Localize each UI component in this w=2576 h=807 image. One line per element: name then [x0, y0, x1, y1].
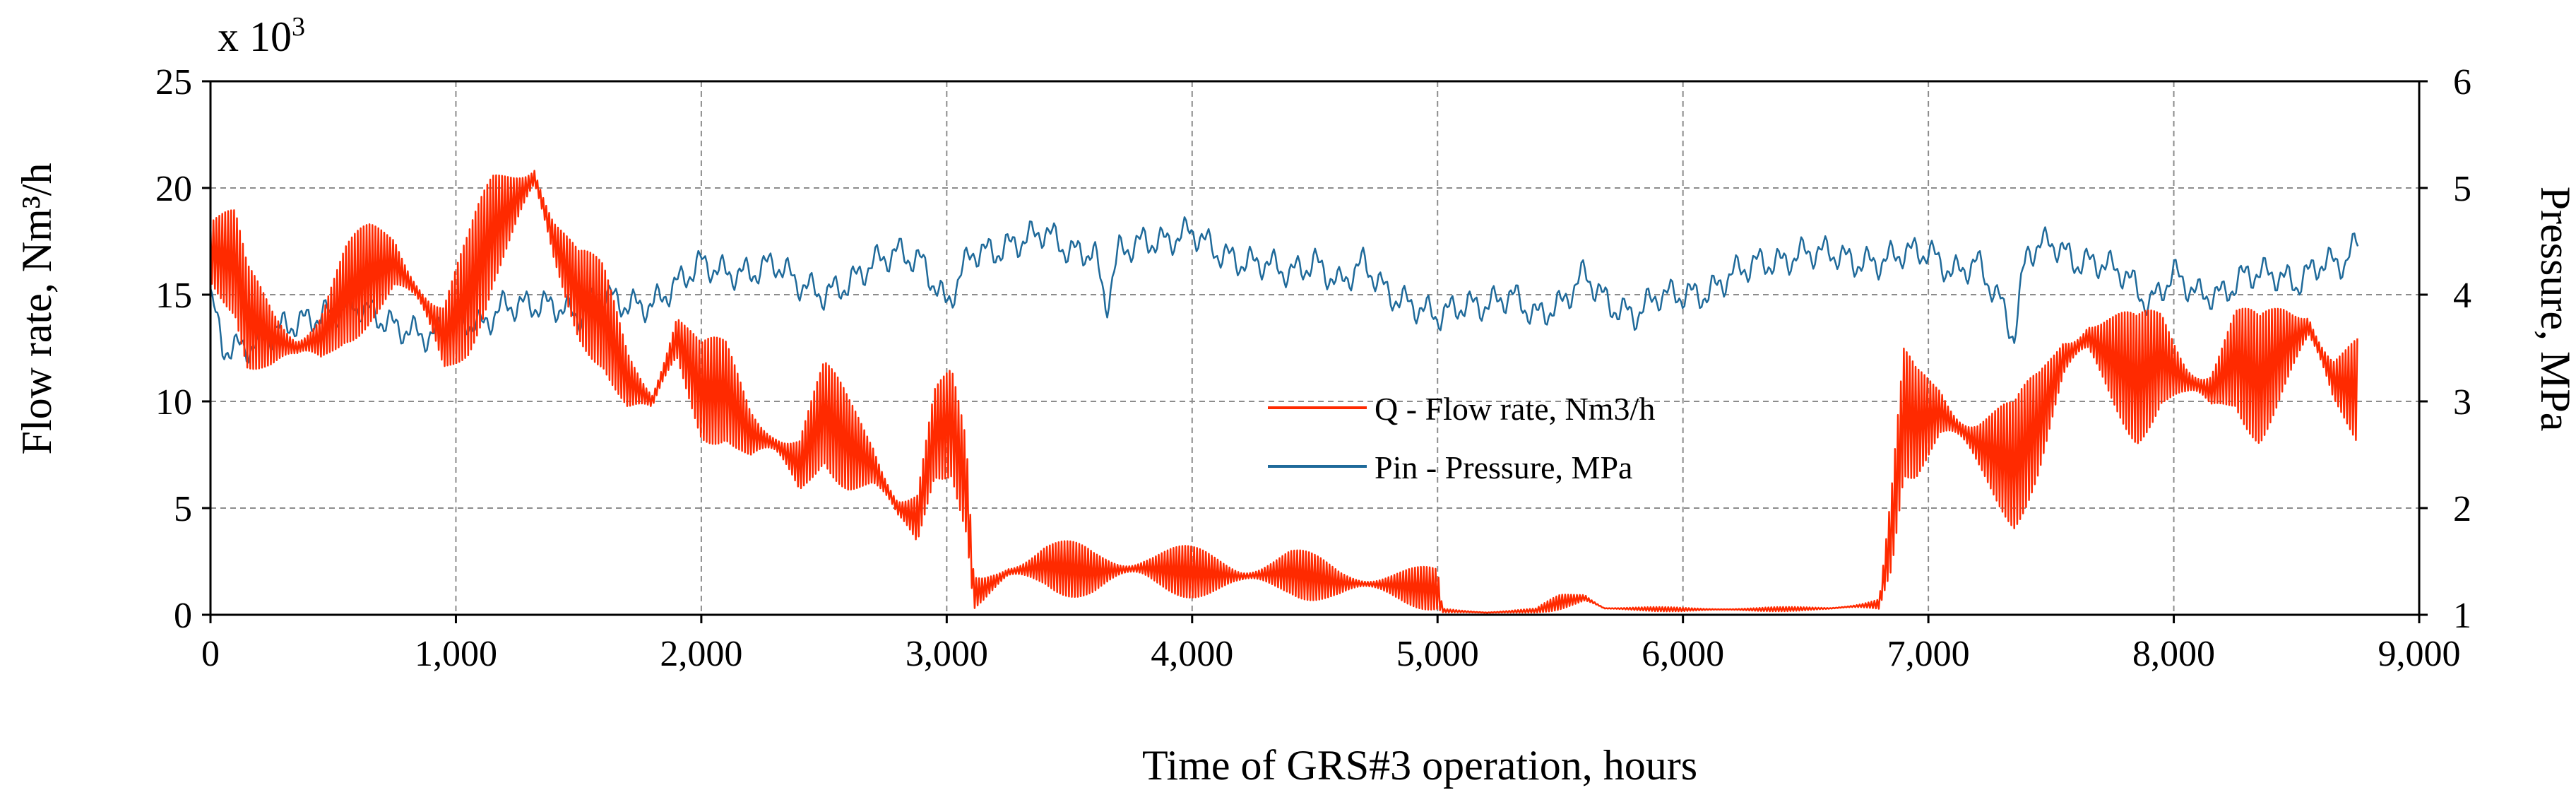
- x-tick-label: 8,000: [2132, 634, 2215, 674]
- x-axis-title: Time of GRS#3 operation, hours: [1142, 742, 1697, 789]
- y-right-tick-label: 4: [2453, 276, 2471, 316]
- y-right-tick-label: 3: [2453, 382, 2471, 423]
- y-left-multiplier-exponent: 3: [292, 12, 305, 42]
- y-left-axis-title: Flow rate, Nm³/h: [13, 163, 60, 455]
- y-left-tick-label: 25: [155, 62, 192, 102]
- legend: Q - Flow rate, Nm3/h Pin - Pressure, MPa: [1268, 391, 1655, 485]
- x-tick-label: 0: [201, 634, 220, 674]
- y-right-tick-label: 5: [2453, 169, 2471, 209]
- y-left-tick-label: 15: [155, 276, 192, 316]
- series-layer: [209, 170, 2359, 614]
- x-tick-label: 5,000: [1396, 634, 1479, 674]
- flow-rate-series-line: [209, 170, 2358, 614]
- x-tick-label: 7,000: [1887, 634, 1970, 674]
- legend-pressure-label: Pin - Pressure, MPa: [1375, 449, 1632, 485]
- y-right-tick-label: 2: [2453, 489, 2471, 529]
- y-left-tick-label: 10: [155, 382, 192, 423]
- legend-flow-rate-label: Q - Flow rate, Nm3/h: [1375, 391, 1655, 427]
- axis-ticks: 0 1,000 2,000 3,000 4,000 5,000 6,000 7,000 8,00…: [155, 62, 2471, 674]
- y-left-multiplier: x 103: [218, 12, 305, 60]
- y-right-tick-label: 6: [2453, 62, 2471, 102]
- plot-area-frame: [209, 80, 2421, 616]
- x-tick-label: 6,000: [1642, 634, 1724, 674]
- y-right-axis-title: Pressure, MPa: [2532, 187, 2576, 432]
- x-tick-label: 4,000: [1151, 634, 1233, 674]
- x-tick-label: 1,000: [415, 634, 497, 674]
- y-left-tick-label: 20: [155, 169, 192, 209]
- y-left-multiplier-base: x 10: [218, 13, 292, 60]
- x-tick-label: 9,000: [2378, 634, 2461, 674]
- x-tick-label: 3,000: [906, 634, 988, 674]
- y-left-tick-label: 5: [174, 489, 192, 529]
- y-right-tick-label: 1: [2453, 596, 2471, 636]
- y-left-tick-label: 0: [174, 596, 192, 636]
- x-tick-label: 2,000: [660, 634, 742, 674]
